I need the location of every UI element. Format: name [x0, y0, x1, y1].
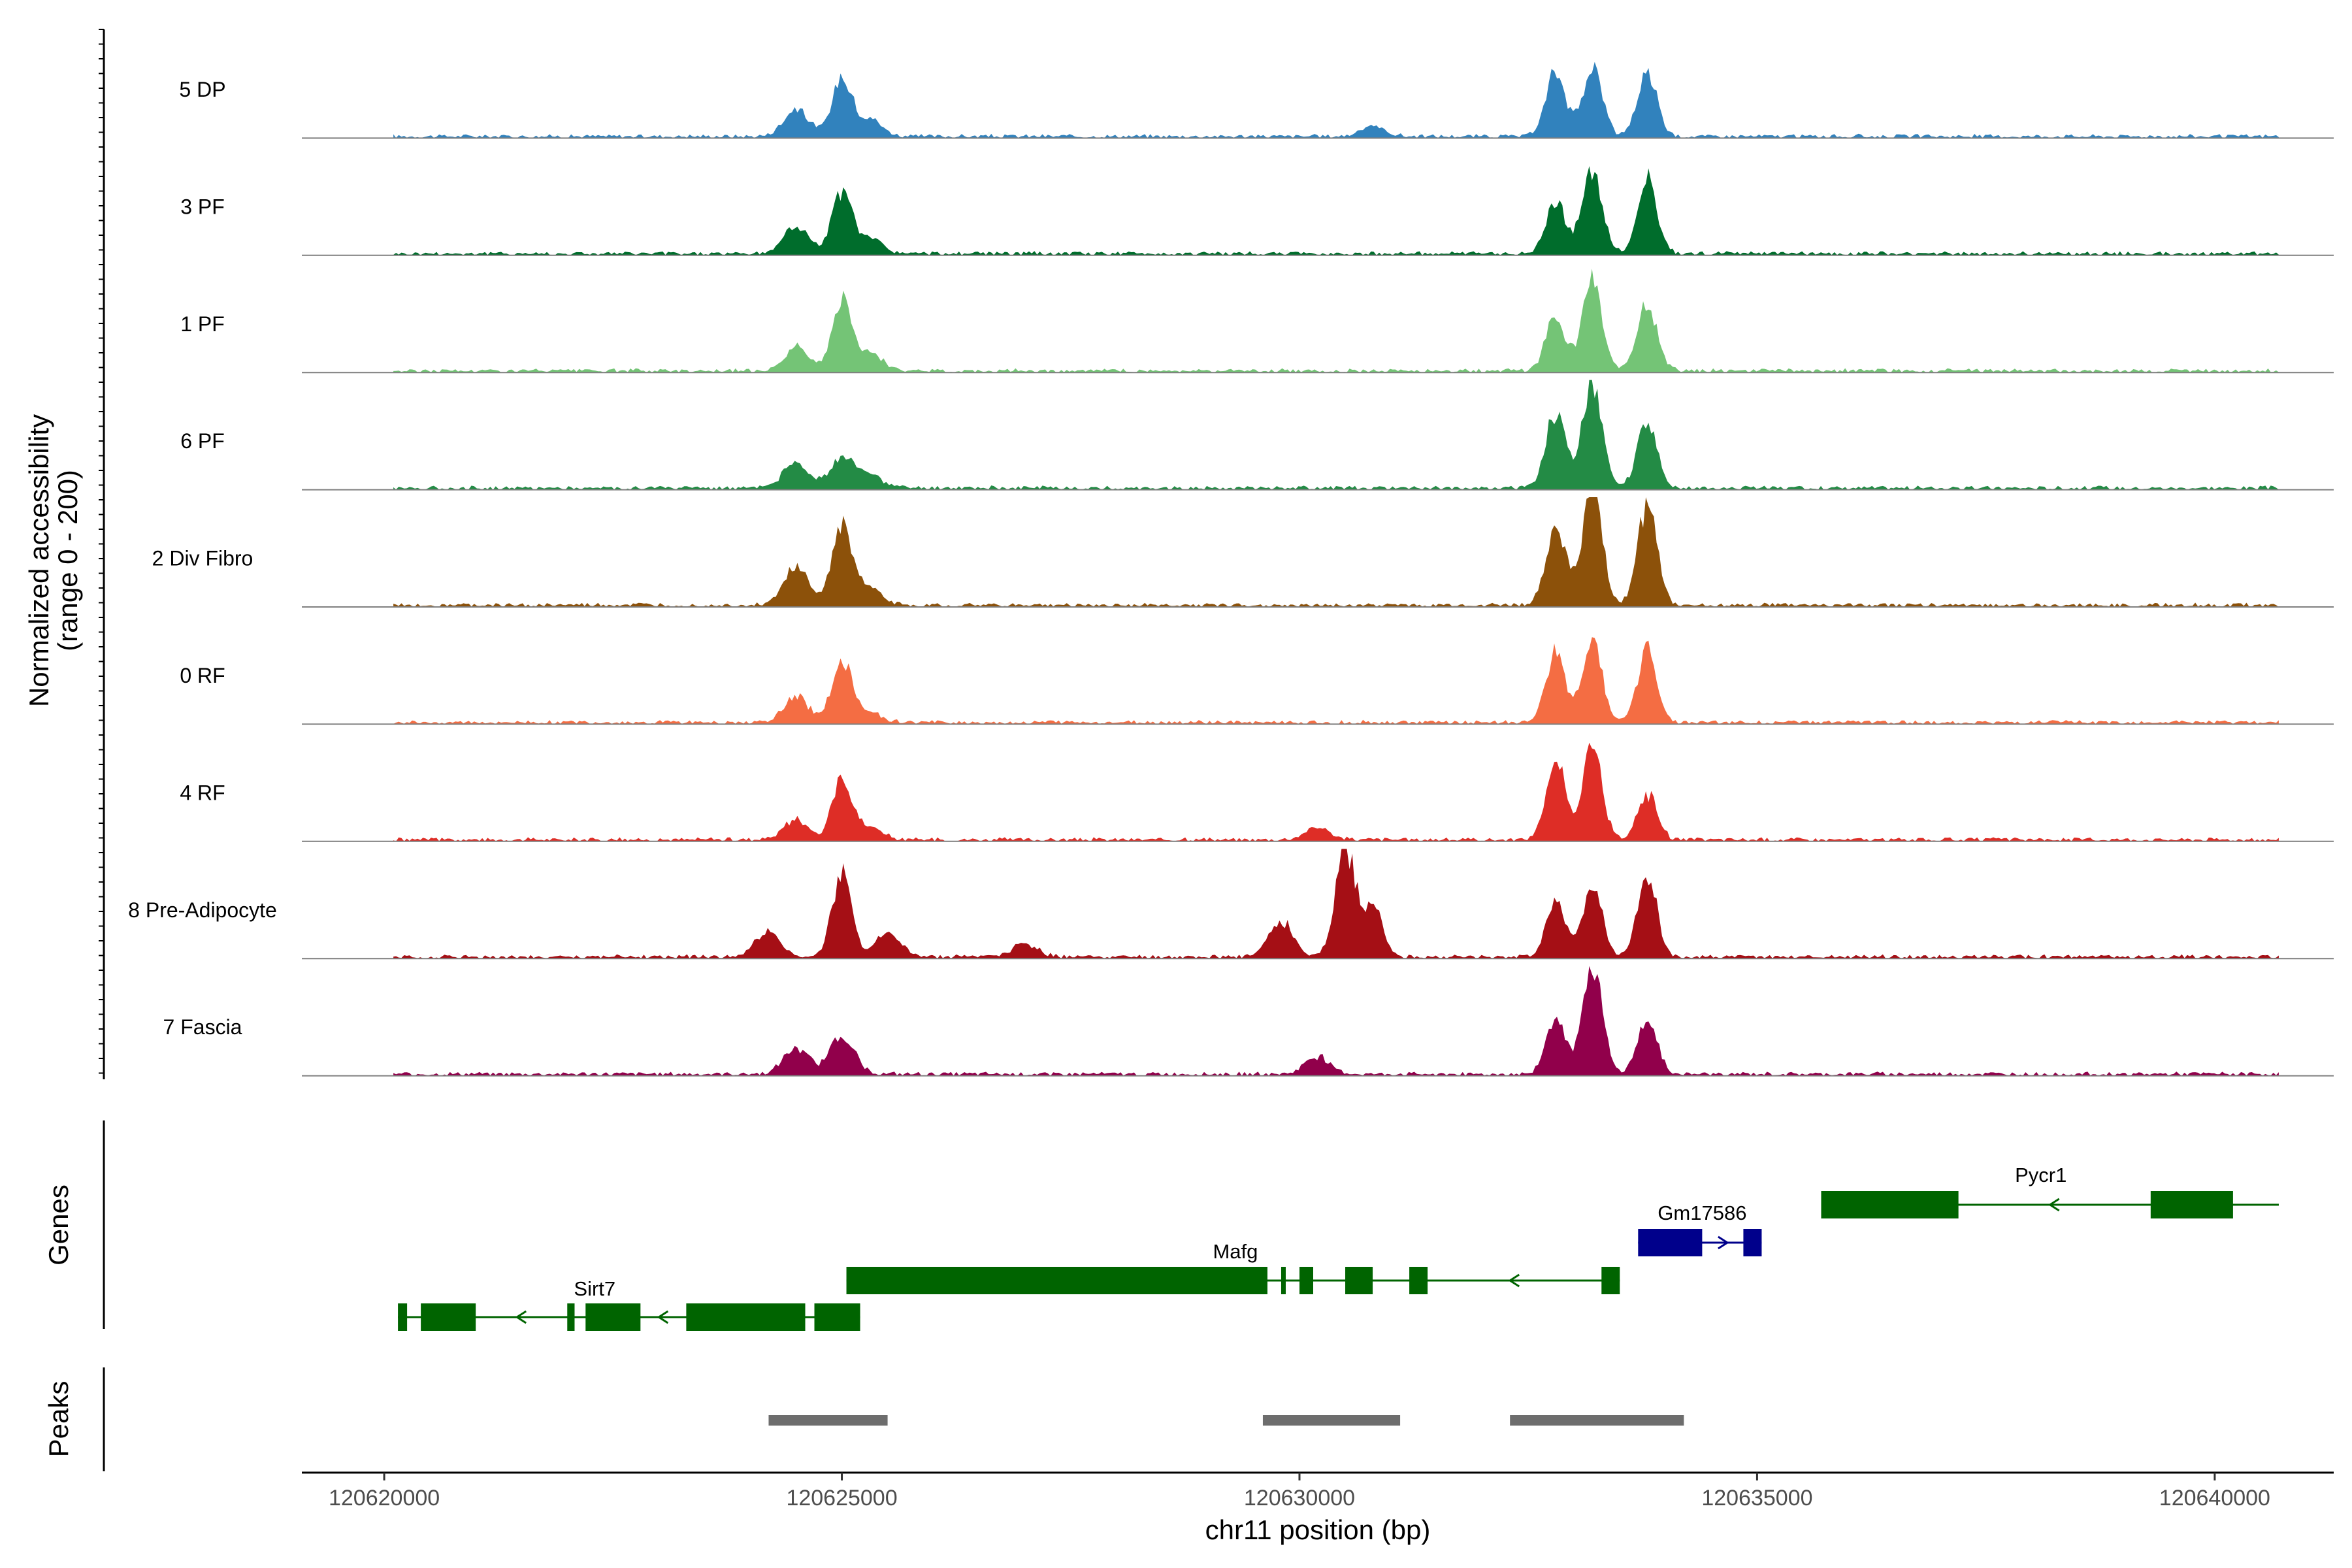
gene-exon	[846, 1267, 1267, 1294]
gene-exon	[421, 1303, 476, 1331]
track-label: 2 Div Fibro	[152, 547, 253, 570]
track-label: 3 PF	[180, 195, 225, 218]
gene-exon	[814, 1303, 860, 1331]
coverage-area	[393, 849, 2279, 959]
coverage-track: 6 PF	[180, 380, 2334, 491]
peak-region-bar	[1262, 1415, 1401, 1426]
y-axis-title-line2: (range 0 - 200)	[52, 470, 83, 651]
peaks-panel-title: Peaks	[43, 1381, 74, 1458]
gene-annotations: Sirt7 Mafg Gm17586 Pycr1	[398, 1164, 2279, 1331]
track-label: 5 DP	[179, 78, 225, 101]
gene-exon	[2150, 1191, 2233, 1218]
gene-model: Gm17586	[1638, 1201, 1762, 1256]
gene-label: Pycr1	[2015, 1164, 2066, 1186]
x-axis-ticks: 120620000 120625000 120630000 120635000 1206…	[329, 1473, 2270, 1511]
gene-label: Mafg	[1213, 1240, 1258, 1263]
coverage-track: 2 Div Fibro	[152, 497, 2334, 608]
coverage-track: 1 PF	[180, 269, 2334, 374]
strand-arrow	[657, 1310, 669, 1324]
gene-label: Gm17586	[1658, 1201, 1746, 1224]
coverage-area	[393, 61, 2279, 139]
track-label: 6 PF	[180, 429, 225, 453]
gene-model: Mafg	[846, 1240, 1620, 1294]
strand-arrow	[1718, 1235, 1729, 1250]
track-label: 7 Fascia	[163, 1015, 242, 1039]
peak-region-bar	[1510, 1415, 1684, 1426]
gene-exon	[1821, 1191, 1959, 1218]
genes-panel-title: Genes	[43, 1184, 74, 1266]
strand-arrow	[2048, 1198, 2060, 1212]
gene-exon	[567, 1303, 575, 1331]
coverage-track: 3 PF	[180, 166, 2334, 256]
x-tick-label: 120625000	[786, 1486, 897, 1511]
y-axis-title-line1: Normalized accessibility	[24, 414, 54, 707]
x-axis-title: chr11 position (bp)	[1205, 1514, 1431, 1545]
gene-exon	[1345, 1267, 1373, 1294]
gene-exon	[398, 1303, 408, 1331]
coverage-track: 5 DP	[179, 61, 2334, 139]
coverage-track: 0 RF	[180, 637, 2334, 725]
coverage-track: 4 RF	[180, 742, 2334, 842]
coverage-track: 8 Pre-Adipocyte	[128, 849, 2334, 960]
gene-exon	[585, 1303, 641, 1331]
x-tick-label: 120630000	[1244, 1486, 1355, 1511]
gene-exon	[686, 1303, 806, 1331]
gene-exon	[1601, 1267, 1620, 1294]
gene-exon	[1409, 1267, 1428, 1294]
track-label: 0 RF	[180, 664, 225, 687]
x-tick-label: 120620000	[329, 1486, 440, 1511]
gene-exon	[1299, 1267, 1313, 1294]
gene-exon	[1743, 1229, 1762, 1256]
x-tick-label: 120640000	[2159, 1486, 2270, 1511]
gene-label: Sirt7	[574, 1277, 615, 1300]
coverage-axis	[99, 29, 105, 1079]
track-label: 4 RF	[180, 781, 225, 804]
gene-exon	[1281, 1267, 1286, 1294]
peak-region-bar	[768, 1415, 888, 1426]
x-tick-label: 120635000	[1701, 1486, 1812, 1511]
gene-exon	[1638, 1229, 1703, 1256]
strand-arrow	[515, 1310, 527, 1324]
coverage-tracks: 5 DP 3 PF 1 PF 6 PF 2 Div Fibro 0 RF 4 RF 8 Pre…	[128, 61, 2334, 1077]
gene-model: Sirt7	[398, 1277, 860, 1331]
track-label: 1 PF	[180, 312, 225, 336]
coverage-track: 7 Fascia	[163, 966, 2334, 1077]
gene-model: Pycr1	[1821, 1164, 2279, 1218]
strand-arrow	[1508, 1273, 1520, 1288]
peak-regions	[768, 1415, 1684, 1426]
track-label: 8 Pre-Adipocyte	[128, 898, 277, 922]
